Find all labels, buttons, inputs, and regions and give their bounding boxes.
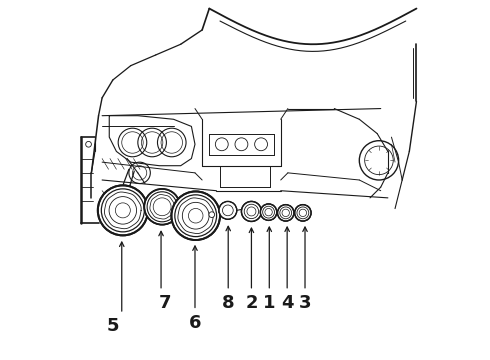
- Circle shape: [294, 204, 311, 221]
- Text: 6: 6: [189, 314, 201, 332]
- Text: 4: 4: [281, 294, 294, 312]
- Text: 2: 2: [245, 294, 258, 312]
- Circle shape: [242, 202, 262, 221]
- Circle shape: [219, 202, 237, 219]
- Circle shape: [98, 185, 148, 235]
- Circle shape: [277, 204, 294, 221]
- Text: 5: 5: [107, 318, 119, 336]
- Circle shape: [209, 212, 215, 217]
- Text: 1: 1: [263, 294, 275, 312]
- Circle shape: [247, 202, 255, 208]
- Text: 7: 7: [158, 294, 171, 312]
- Circle shape: [144, 189, 180, 225]
- Circle shape: [260, 204, 277, 220]
- Text: 8: 8: [222, 294, 235, 312]
- Circle shape: [172, 192, 220, 240]
- Text: 3: 3: [299, 294, 311, 312]
